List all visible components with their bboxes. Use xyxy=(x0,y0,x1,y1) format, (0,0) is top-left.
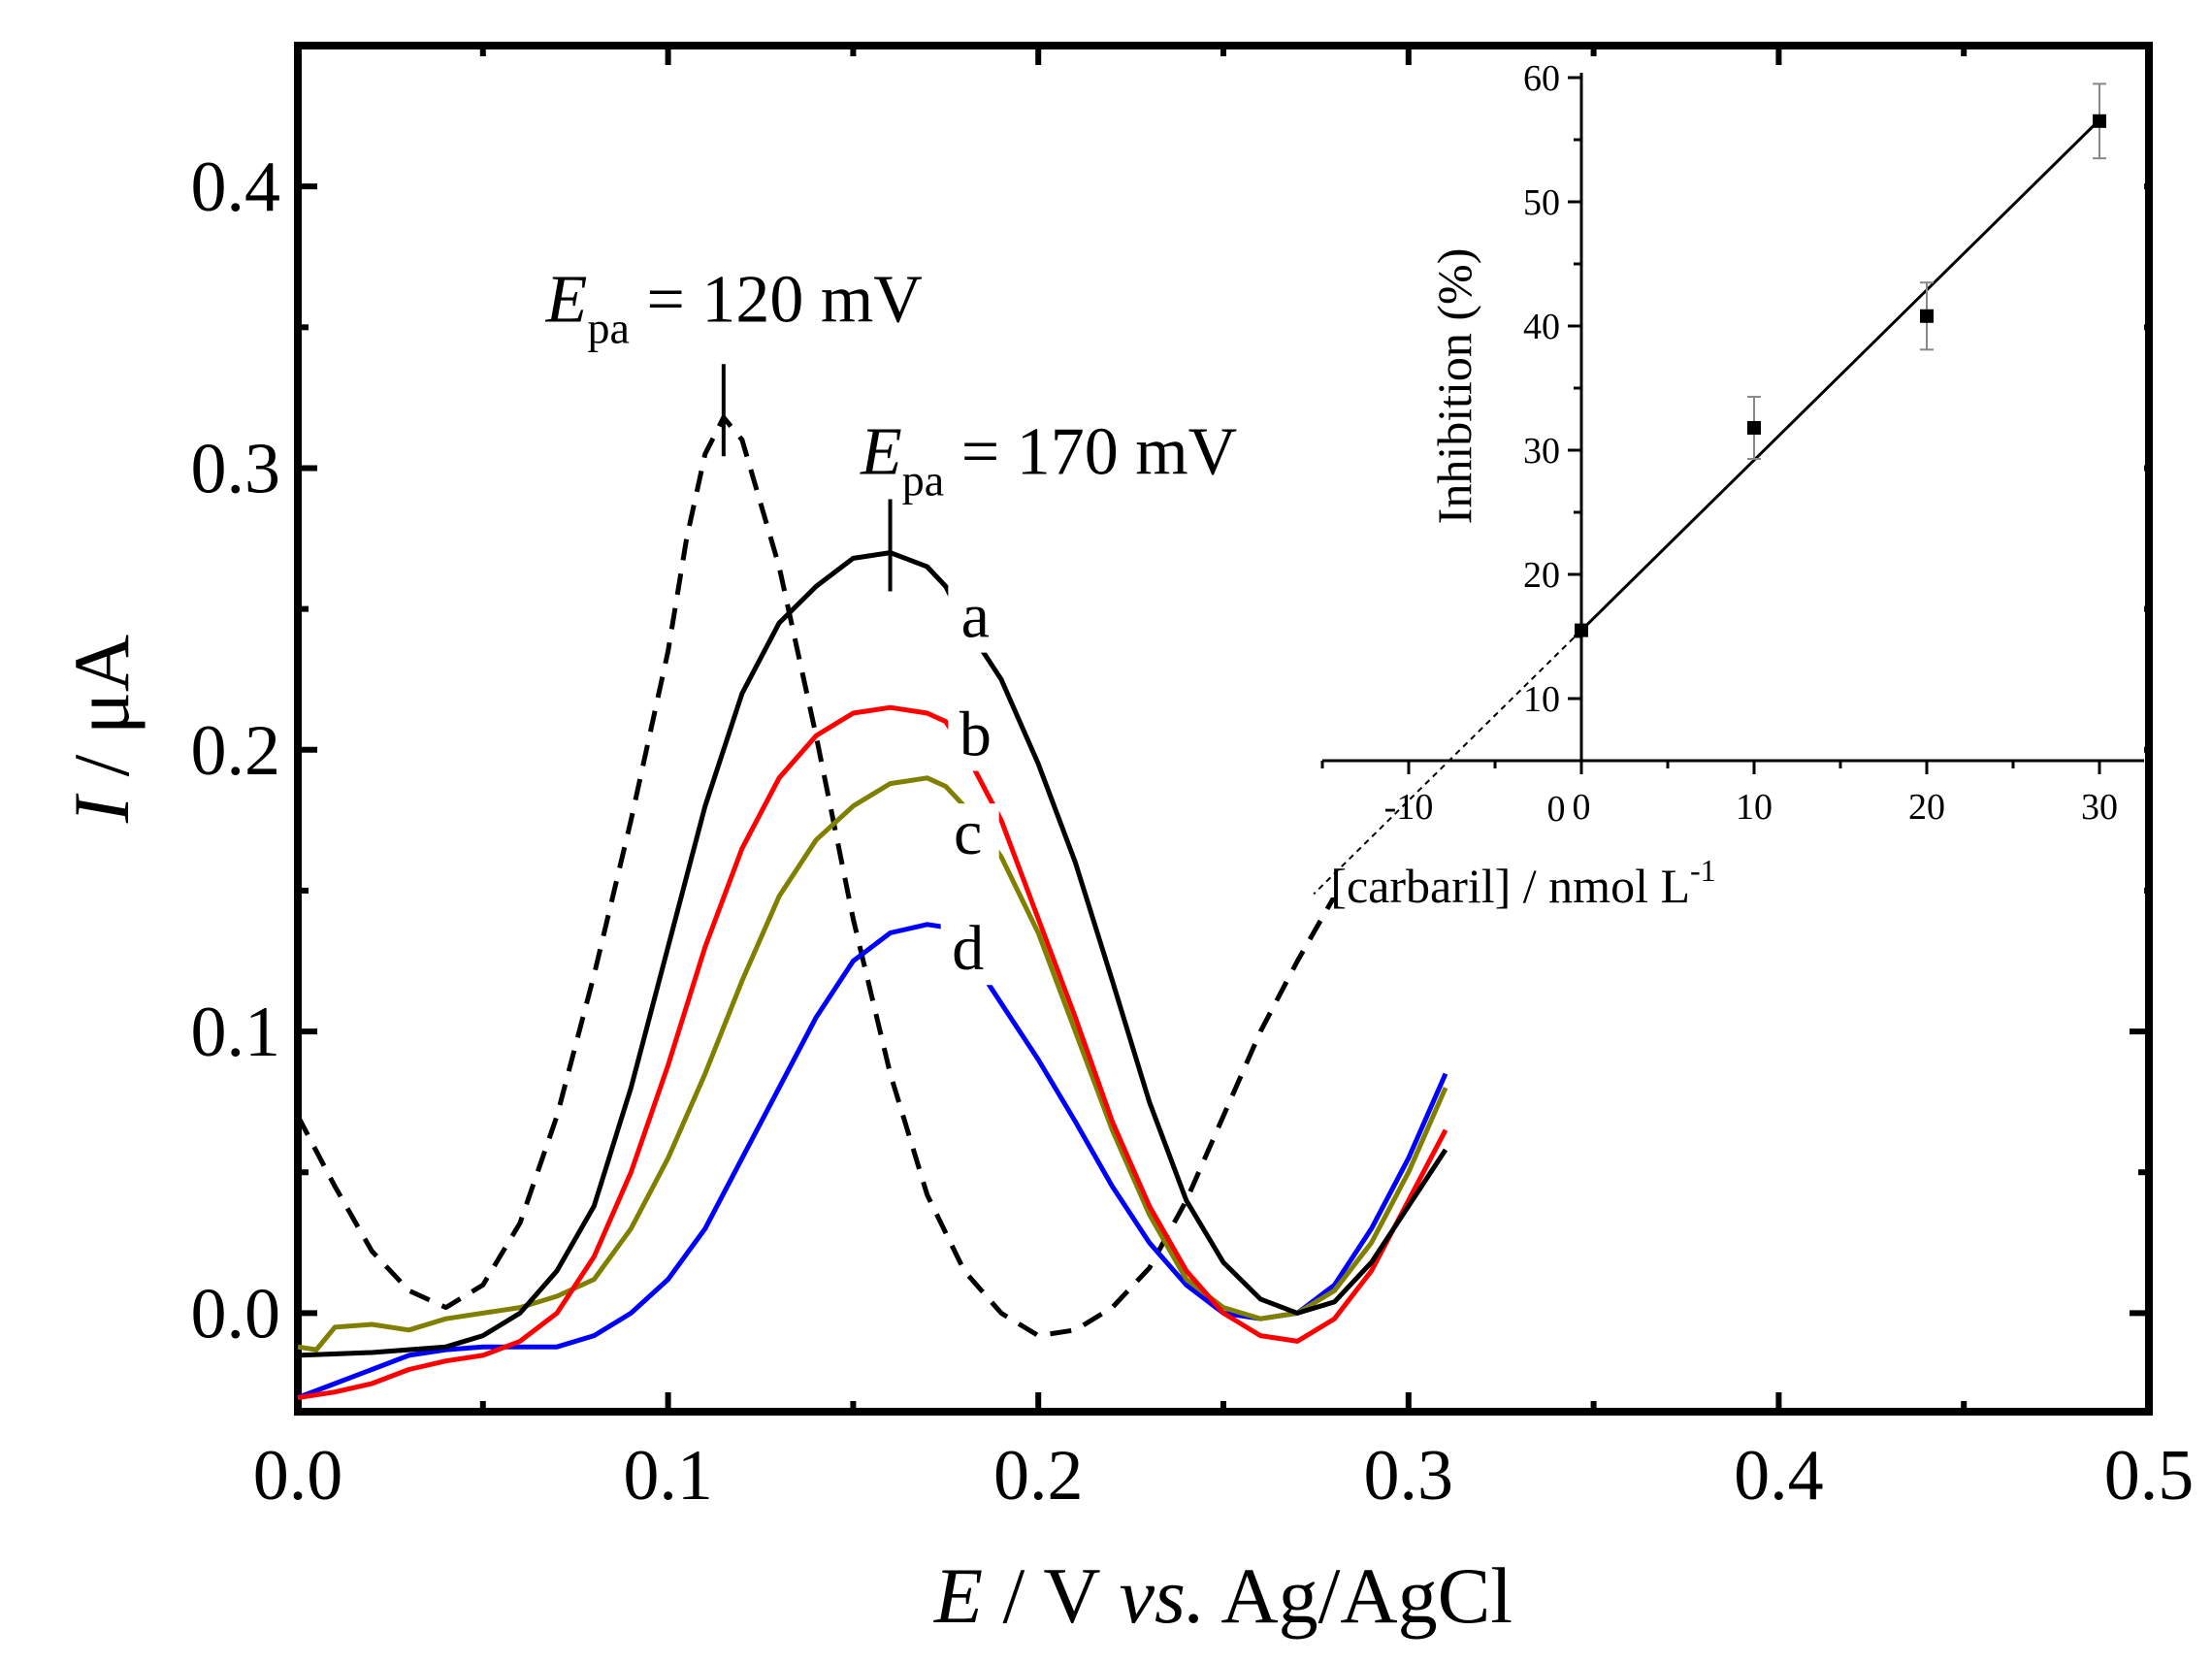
annotation-subscript: pa xyxy=(587,304,629,353)
inset-data-point xyxy=(1920,309,1934,323)
curve-label-a-bg xyxy=(948,586,1007,653)
inset-y-tick-label: 50 xyxy=(1523,182,1560,223)
peak-annotation-epa2: Epa = 170 mV xyxy=(860,414,1237,505)
inset-x-tick-label: -10 xyxy=(1384,787,1434,828)
annotation-var: E xyxy=(545,263,588,338)
series-a-line xyxy=(297,550,1448,1358)
annotation-text: = 120 mV xyxy=(630,263,923,338)
inset-y-tick-label: 30 xyxy=(1523,431,1560,472)
inset-x-tick-label: 20 xyxy=(1908,787,1945,828)
inset-x-axis-title: [carbaril] / nmol L-1 xyxy=(1330,853,1715,913)
x-tick-label: 0.3 xyxy=(1364,1436,1454,1516)
y-tick-label: 0.1 xyxy=(191,993,281,1072)
x-tick-label: 0.0 xyxy=(253,1436,343,1516)
annotation-subscript: pa xyxy=(902,455,944,505)
curve-label-c: c xyxy=(954,798,982,868)
curve-label-d-bg xyxy=(940,919,999,986)
x-axis-title: E / V vs. Ag/AgCl xyxy=(933,1551,1513,1640)
series-c-line xyxy=(297,775,1448,1353)
series-dashed-line xyxy=(295,414,1485,1339)
curve-label-b: b xyxy=(960,700,992,770)
x-tick-label: 0.2 xyxy=(993,1436,1084,1516)
inset-y-tick-label: 40 xyxy=(1523,307,1560,347)
inset-x-tick-label: 0 xyxy=(1573,787,1591,828)
inset-data-point xyxy=(1575,623,1588,637)
inset-y-axis-title: Inhibition (%) xyxy=(1427,248,1481,525)
x-tick-label: 0.1 xyxy=(623,1436,713,1516)
y-tick-label: 0.0 xyxy=(191,1274,281,1353)
inset-data-point xyxy=(1747,420,1761,435)
annotation-var: E xyxy=(860,414,902,489)
inset-tick-marks xyxy=(1320,73,2144,774)
y-tick-label: 0.2 xyxy=(191,711,281,791)
inset-x-tick-label: 30 xyxy=(2081,787,2118,828)
series-b-line xyxy=(297,704,1448,1400)
inset-y-tick-label: 20 xyxy=(1523,555,1560,596)
x-tick-label: 0.4 xyxy=(1734,1436,1824,1516)
main-tick-labels: 0.0 0.1 0.2 0.3 0.4 0.5 0.0 0.1 0.2 0.3 0.4 xyxy=(191,147,2195,1516)
y-tick-label: 0.3 xyxy=(191,429,281,508)
inset-x-tick-label: 10 xyxy=(1736,787,1773,828)
curve-label-a: a xyxy=(961,581,990,652)
inset-origin-label: 0 xyxy=(1547,789,1566,830)
x-tick-label: 0.5 xyxy=(2104,1436,2195,1516)
inset-data-point xyxy=(2093,114,2106,128)
inset-y-tick-label: 10 xyxy=(1523,679,1560,720)
inset-fit-line xyxy=(1579,118,2101,632)
peak-annotation-epa1: Epa = 120 mV xyxy=(545,263,923,353)
y-axis-title: I / μA xyxy=(57,635,146,824)
curve-label-b-bg xyxy=(948,704,1007,771)
inset-chart: -10 0 10 20 30 10 20 30 40 50 60 0 [carbaril] / nmo… xyxy=(1305,58,2144,913)
inset-fit-extrapolation xyxy=(1313,629,1582,896)
annotation-text: = 170 mV xyxy=(944,414,1237,489)
curve-label-c-bg xyxy=(940,803,999,870)
inset-data-marks xyxy=(1313,82,2106,896)
curve-label-d: d xyxy=(952,913,984,984)
y-tick-label: 0.4 xyxy=(191,147,281,227)
inset-tick-labels: -10 0 10 20 30 10 20 30 40 50 60 0 xyxy=(1384,58,2118,830)
inset-y-tick-label: 60 xyxy=(1523,58,1560,99)
